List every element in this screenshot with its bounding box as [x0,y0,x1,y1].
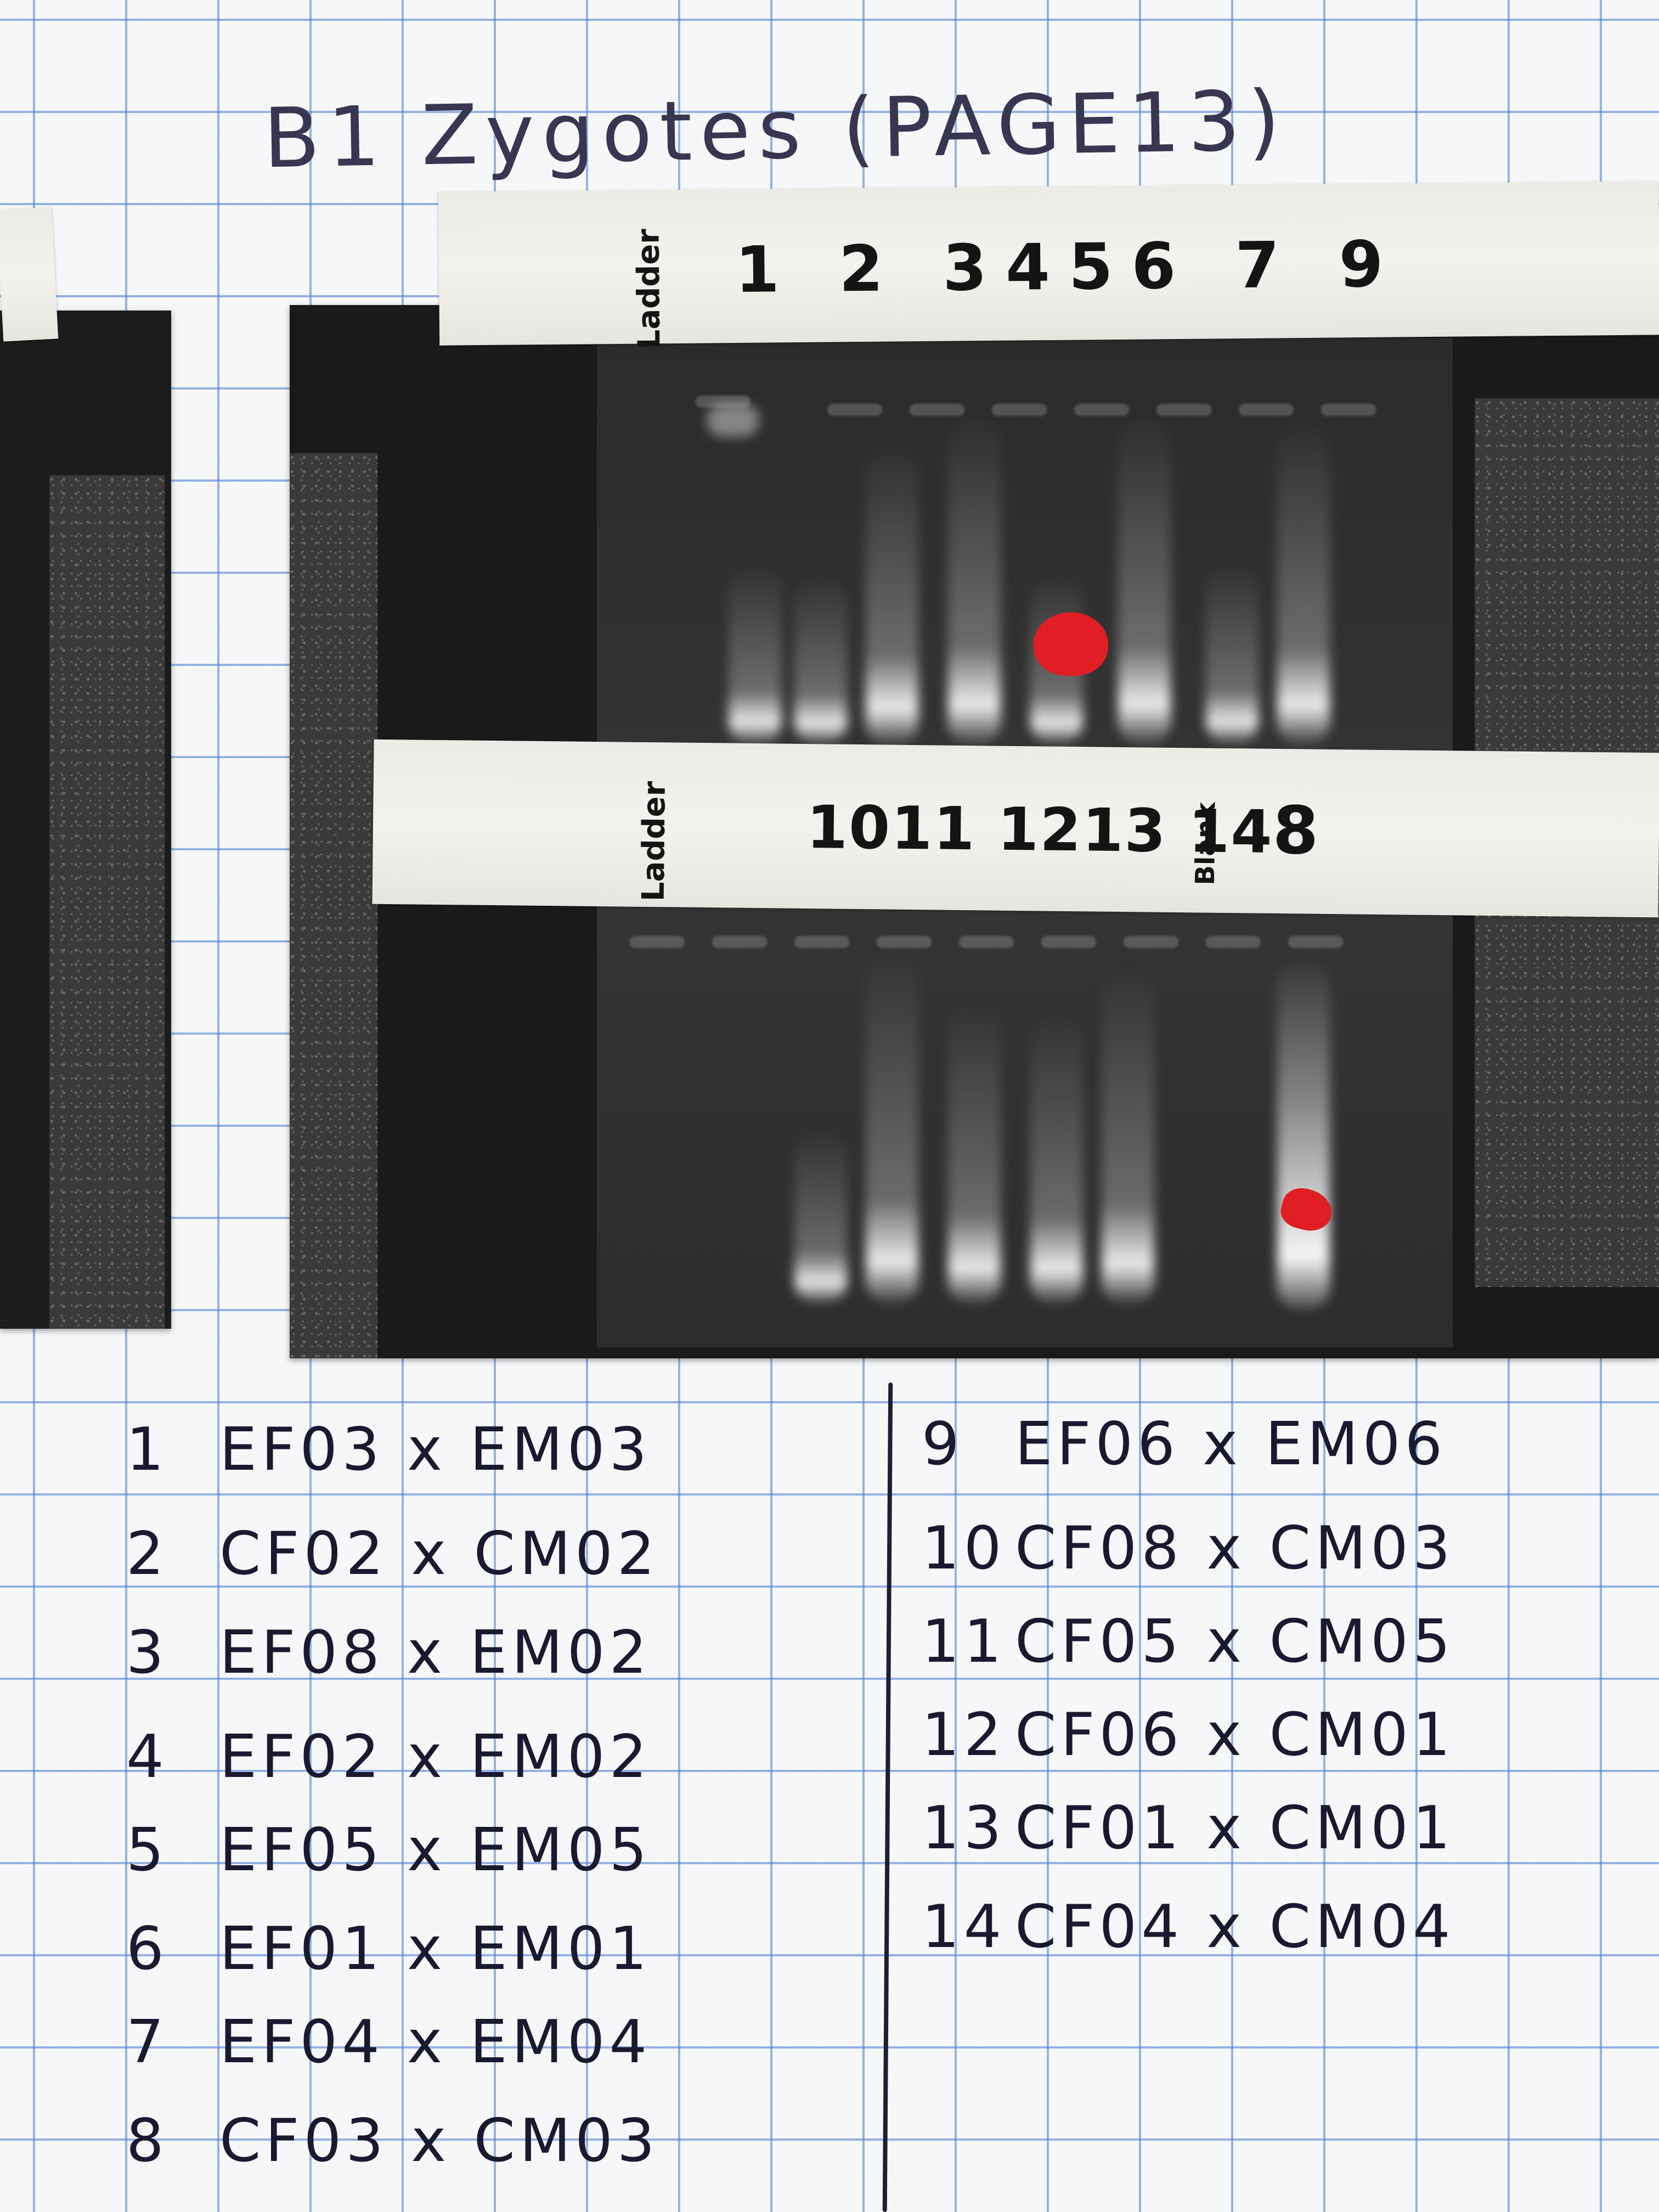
gel-lane [1206,568,1259,744]
top-tape: Ladder 1 2 3456 7 9 [438,181,1659,349]
well [794,936,849,948]
key-text: CF08 x CM03 [1015,1514,1455,1583]
well [959,936,1014,948]
well [630,936,685,948]
key-number: 14 [922,1893,1006,1961]
gel-lane [866,448,918,744]
key-entry: 5 EF05 x EM05 [126,1816,651,1884]
lane-label: 7 [1234,228,1299,303]
left-gel-photo [0,311,171,1329]
lane-numbers-top: 1 2 3456 7 9 [735,227,1402,307]
gel-lane [1277,963,1330,1309]
left-speckle-strip [290,453,377,1358]
gel-lane [1030,1018,1083,1304]
key-text: EF02 x EM02 [219,1723,652,1791]
key-text: EF01 x EM01 [219,1915,652,1983]
key-text: CF03 x CM03 [219,2107,659,2175]
red-marker-blob [1034,612,1108,676]
key-number: 6 [126,1915,168,1983]
page-title: B1 Zygotes (PAGE13) [262,73,1289,187]
key-number: 4 [126,1723,168,1791]
lane-label: 13 [1081,796,1167,866]
gel-lane [1102,974,1154,1304]
key-number: 5 [126,1816,168,1884]
lane-label: 4 [1005,230,1069,305]
gel-lane [794,1133,847,1304]
lane-label-8: 8 [1272,792,1319,870]
gel-lane [794,579,847,744]
gel-lane [866,958,918,1304]
gel-lane [1118,420,1171,744]
lane-label: 1 [735,232,799,307]
ladder-band [707,404,759,437]
well [1124,936,1178,948]
key-number: 12 [922,1701,1006,1769]
well [877,936,932,948]
well [910,404,964,416]
column-divider [882,1382,893,2212]
lane-label: 10 [806,793,891,863]
key-number: 11 [922,1607,1006,1676]
key-text: CF06 x CM01 [1015,1701,1455,1769]
key-entry: 4 EF02 x EM02 [126,1723,651,1791]
gel-lane [948,420,1001,744]
well [712,936,767,948]
key-number: 8 [126,2107,168,2175]
key-text: CF04 x CM04 [1015,1893,1455,1961]
key-text: EF06 x EM06 [1015,1410,1447,1479]
ladder-label: Ladder [635,781,673,902]
key-entry: 11 CF05 x CM05 [922,1607,1455,1676]
lane-label: 3 [942,230,1006,306]
key-text: CF02 x CM02 [219,1520,659,1588]
key-number: 1 [126,1415,168,1484]
key-number: 3 [126,1618,168,1687]
blank-label: Blank [1189,802,1222,885]
key-number: 9 [922,1410,964,1479]
key-entry: 13 CF01 x CM01 [922,1794,1455,1863]
tape-scrap [0,207,59,342]
lane-label: 5 [1068,229,1132,304]
key-entry: 2 CF02 x CM02 [126,1520,659,1588]
lane-label: 11 [890,794,977,864]
well [1041,936,1096,948]
key-text: EF04 x EM04 [219,2008,652,2076]
gel-lane [729,568,781,744]
ladder-label: Ladder [630,228,668,349]
key-text: EF03 x EM03 [219,1415,652,1484]
key-entry: 1 EF03 x EM03 [126,1415,651,1484]
key-entry: 9 EF06 x EM06 [922,1410,1447,1479]
key-entry: 8 CF03 x CM03 [126,2107,659,2175]
key-text: EF08 x EM02 [219,1618,652,1687]
speckle-strip [49,475,165,1329]
key-entry: 10 CF08 x CM03 [922,1514,1455,1583]
key-entry: 6 EF01 x EM01 [126,1915,651,1983]
well [1239,404,1294,416]
key-entry: 12 CF06 x CM01 [922,1701,1455,1769]
key-number: 7 [126,2008,168,2076]
key-number: 10 [922,1514,1006,1583]
well [1074,404,1129,416]
key-text: EF05 x EM05 [219,1816,652,1884]
key-number: 13 [922,1794,1006,1863]
key-entry: 7 EF04 x EM04 [126,2008,651,2076]
lane-label: 6 [1131,229,1195,304]
key-entry: 14 CF04 x CM04 [922,1893,1455,1961]
well [827,404,882,416]
well [1156,404,1211,416]
gel-lane [1277,426,1330,744]
key-number: 2 [126,1520,168,1588]
bottom-tape: Ladder 1011 1213 14 Blank 8 [372,739,1659,918]
key-entry: 3 EF08 x EM02 [126,1618,651,1687]
key-text: CF01 x CM01 [1015,1794,1455,1863]
key-text: CF05 x CM05 [1015,1607,1455,1676]
lane-label: 9 [1339,227,1402,302]
well [1206,936,1261,948]
gel-lane [948,1007,1001,1304]
lane-label: 12 [997,795,1083,865]
well [992,404,1047,416]
well [1288,936,1343,948]
well [1321,404,1376,416]
lane-label: 2 [838,232,902,307]
